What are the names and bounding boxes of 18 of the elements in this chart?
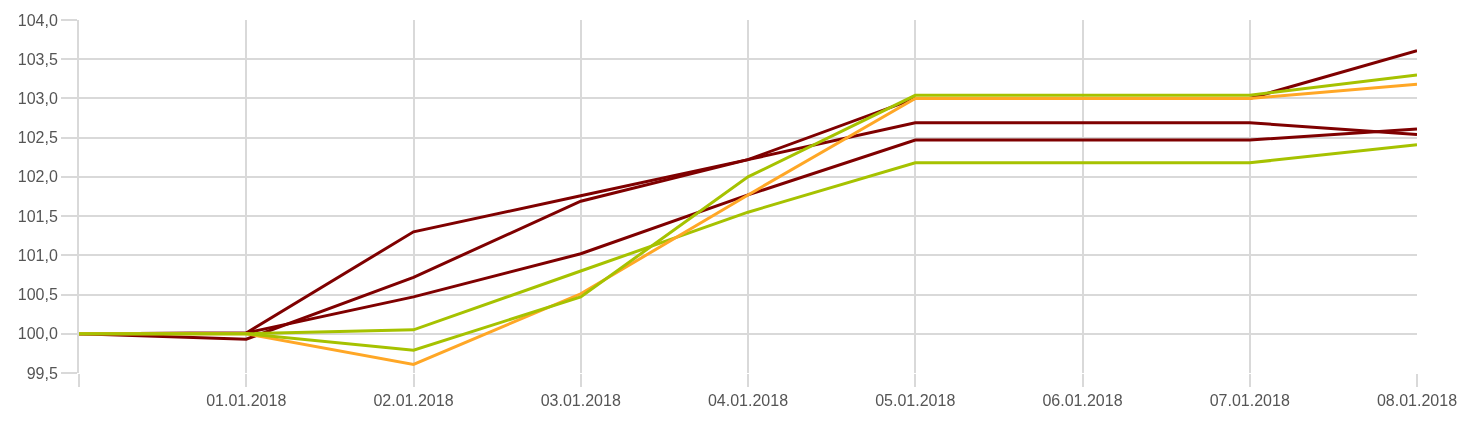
y-tick-label: 100,0 — [17, 325, 58, 343]
y-tick-label: 101,5 — [17, 207, 58, 225]
x-tick-label: 02.01.2018 — [373, 392, 454, 410]
x-tick-label: 05.01.2018 — [875, 392, 956, 410]
x-tick-label: 06.01.2018 — [1042, 392, 1123, 410]
y-tick-label: 102,5 — [17, 129, 58, 147]
x-tick-label: 03.01.2018 — [540, 392, 621, 410]
y-tick-label: 103,0 — [17, 90, 58, 108]
x-tick-label: 08.01.2018 — [1376, 392, 1458, 410]
y-tick-label: 100,5 — [17, 286, 58, 304]
y-tick-label: 99,5 — [26, 364, 58, 382]
x-tick-label: 04.01.2018 — [707, 392, 789, 410]
y-tick-label: 104,0 — [17, 11, 58, 29]
y-tick-label: 103,5 — [17, 50, 58, 68]
x-tick-label: 07.01.2018 — [1209, 392, 1290, 410]
x-tick-label: 01.01.2018 — [206, 392, 287, 410]
y-tick-label: 102,0 — [17, 168, 58, 186]
y-tick-label: 101,0 — [17, 246, 58, 264]
